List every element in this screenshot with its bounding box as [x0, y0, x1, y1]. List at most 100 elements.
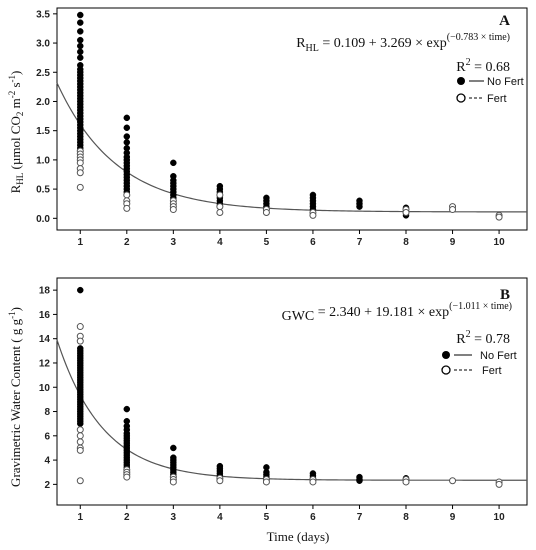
y-tick-label: 2.5	[36, 68, 50, 79]
x-tick-label: 5	[264, 237, 270, 248]
x-tick-label: 9	[450, 512, 456, 523]
data-point-fert	[262, 208, 270, 216]
panel-a-ylabel: RHL (µmol CO2 m-2 s-1)	[7, 71, 25, 194]
data-point-no-fert	[77, 36, 84, 44]
y-tick-label: 2	[44, 480, 50, 491]
data-point-no-fert	[123, 133, 131, 140]
data-point-no-fert	[123, 124, 131, 132]
x-tick-label: 9	[450, 237, 456, 248]
data-point-fert	[76, 426, 84, 434]
data-point-no-fert	[356, 477, 363, 484]
data-point-no-fert	[77, 11, 84, 19]
y-tick-label: 4	[44, 456, 50, 467]
data-point-no-fert	[77, 48, 84, 56]
y-tick-label: 6	[44, 431, 50, 442]
legend-b-open-marker	[441, 365, 451, 375]
x-tick-label: 2	[124, 512, 130, 523]
data-point-no-fert	[77, 420, 84, 427]
data-point-fert	[309, 211, 317, 219]
y-tick-label: 12	[39, 358, 51, 369]
data-point-fert	[169, 478, 177, 486]
panel-a-legend: No Fert Fert	[456, 76, 524, 105]
data-point-fert	[123, 204, 131, 212]
data-point-no-fert	[77, 28, 84, 35]
x-tick-label: 1	[77, 512, 83, 523]
legend-a-no-fert: No Fert	[487, 76, 524, 88]
legend-a-open-marker	[456, 93, 466, 103]
panel-a-ticks: 1 2 3 4 5 6 7 8 9 10 0.0 0.5 1.0 1.5 2.0 2.5 3.0 3.5	[36, 9, 505, 248]
data-point-no-fert	[123, 405, 131, 413]
panel-b-ylabel: Gravimetric Water Content ( g g-1)	[7, 307, 23, 487]
x-tick-label: 10	[494, 237, 506, 248]
panel-a: 1 2 3 4 5 6 7 8 9 10 0.0 0.5 1.0 1.5 2.0 2.5 3.0 3.5 A RH…	[7, 7, 528, 248]
x-tick-label: 3	[171, 237, 177, 248]
legend-b-fert: Fert	[482, 365, 502, 377]
x-tick-label: 4	[217, 512, 223, 523]
x-tick-label: 10	[494, 512, 506, 523]
data-point-no-fert	[123, 114, 131, 122]
data-point-fert	[76, 159, 84, 167]
data-point-fert	[76, 323, 84, 331]
data-point-fert	[402, 208, 410, 216]
panel-a-r2: R2 = 0.68	[456, 57, 510, 75]
x-tick-label: 4	[217, 237, 223, 248]
legend-b-no-fert: No Fert	[480, 350, 517, 362]
panel-a-frame	[56, 7, 528, 231]
data-point-fert	[449, 477, 457, 485]
y-tick-label: 1.0	[36, 155, 50, 166]
data-point-no-fert	[170, 159, 177, 167]
x-tick-label: 1	[77, 237, 83, 248]
panel-b-legend: No Fert Fert	[441, 350, 517, 377]
y-tick-label: 1.5	[36, 126, 50, 137]
y-tick-label: 0.5	[36, 185, 50, 196]
data-point-fert	[495, 213, 503, 221]
x-tick-label: 5	[264, 512, 270, 523]
data-point-fert	[262, 478, 270, 486]
panel-a-points	[76, 11, 503, 221]
panel-b-frame	[56, 277, 528, 506]
legend-b-filled-marker	[442, 351, 450, 359]
data-point-fert	[402, 478, 410, 486]
legend-a-filled-marker	[457, 77, 465, 85]
x-tick-label: 3	[171, 512, 177, 523]
data-point-fert	[169, 206, 177, 214]
data-point-no-fert	[170, 444, 177, 452]
y-tick-label: 3.5	[36, 9, 50, 20]
x-axis-title: Time (days)	[267, 529, 330, 544]
x-tick-label: 6	[310, 512, 316, 523]
data-point-fert	[76, 432, 84, 440]
data-point-no-fert	[77, 54, 84, 61]
y-tick-label: 18	[39, 286, 51, 297]
data-point-no-fert	[123, 139, 131, 146]
data-point-fert	[309, 478, 317, 486]
data-point-no-fert	[356, 203, 363, 210]
y-tick-label: 8	[44, 407, 50, 418]
data-point-fert	[76, 446, 84, 454]
panel-b-label: B	[500, 287, 510, 303]
x-tick-label: 6	[310, 237, 316, 248]
data-point-fert	[76, 183, 84, 191]
panel-a-label: A	[499, 13, 510, 29]
y-tick-label: 0.0	[36, 214, 50, 225]
data-point-fert	[76, 438, 84, 446]
panel-a-equation: RHL = 0.109 + 3.269 × exp(−0.783 × time)	[296, 32, 510, 54]
data-point-fert	[449, 206, 457, 214]
legend-a-fert: Fert	[487, 93, 507, 105]
panel-b-equation: GWC = 2.340 + 19.181 × exp(−1.011 × time…	[282, 301, 512, 324]
data-point-fert	[123, 473, 131, 481]
y-tick-label: 16	[39, 310, 51, 321]
panel-a-fit-curve	[56, 82, 527, 213]
panel-b-r2: R2 = 0.78	[456, 329, 510, 347]
x-tick-label: 2	[124, 237, 130, 248]
panel-b-fit-curve	[56, 339, 527, 481]
panel-b-points	[76, 286, 503, 488]
data-point-fert	[216, 208, 224, 216]
y-tick-label: 14	[39, 334, 51, 345]
y-tick-label: 3.0	[36, 39, 50, 50]
data-point-fert	[76, 477, 84, 485]
data-point-fert	[495, 480, 503, 488]
data-point-no-fert	[77, 286, 84, 294]
